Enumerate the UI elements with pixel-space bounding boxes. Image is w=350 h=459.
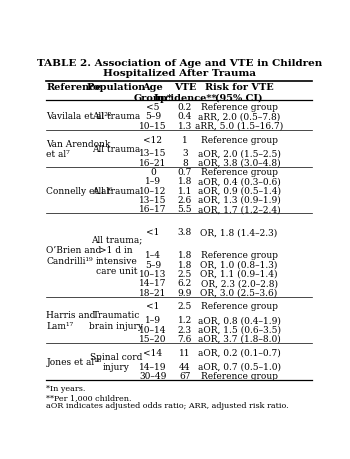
- Text: Reference: Reference: [47, 83, 102, 92]
- Text: 1.8: 1.8: [177, 177, 192, 186]
- Text: aOR, 0.7 (0.5–1.0): aOR, 0.7 (0.5–1.0): [197, 362, 281, 371]
- Text: Traumatic
brain injury: Traumatic brain injury: [89, 310, 143, 330]
- Text: Vavilala et al²²: Vavilala et al²²: [47, 112, 112, 121]
- Text: O’Brien and
Candrilli¹⁹: O’Brien and Candrilli¹⁹: [47, 246, 102, 265]
- Text: 5.5: 5.5: [177, 205, 192, 213]
- Text: 1–9: 1–9: [145, 177, 161, 186]
- Text: **Per 1,000 children.: **Per 1,000 children.: [47, 393, 132, 401]
- Text: aOR indicates adjusted odds ratio; ARR, adjusted risk ratio.: aOR indicates adjusted odds ratio; ARR, …: [47, 402, 289, 409]
- Text: <1: <1: [146, 228, 160, 237]
- Text: 1.8: 1.8: [177, 251, 192, 260]
- Text: 3.8: 3.8: [178, 228, 192, 237]
- Text: Reference group: Reference group: [201, 168, 278, 177]
- Text: Connelly et al⁶: Connelly et al⁶: [47, 186, 113, 195]
- Text: <1: <1: [146, 302, 160, 311]
- Text: Age
Group*: Age Group*: [133, 83, 172, 102]
- Text: 10–14: 10–14: [139, 325, 167, 334]
- Text: 1–4: 1–4: [145, 251, 161, 260]
- Text: Reference group: Reference group: [201, 135, 278, 144]
- Text: 8: 8: [182, 158, 188, 168]
- Text: Van Arendonk
et al⁷: Van Arendonk et al⁷: [47, 140, 111, 159]
- Text: 5–9: 5–9: [145, 112, 161, 121]
- Text: 1.3: 1.3: [178, 122, 192, 130]
- Text: aOR, 1.5 (0.6–3.5): aOR, 1.5 (0.6–3.5): [197, 325, 281, 334]
- Text: VTE
Incidence**: VTE Incidence**: [153, 83, 217, 102]
- Text: aRR, 2.0 (0.5–7.8): aRR, 2.0 (0.5–7.8): [198, 112, 280, 121]
- Text: OR, 1.8 (1.4–2.3): OR, 1.8 (1.4–2.3): [201, 228, 278, 237]
- Text: 11: 11: [179, 348, 190, 357]
- Text: Reference group: Reference group: [201, 103, 278, 112]
- Text: All trauma: All trauma: [92, 112, 140, 121]
- Text: 10–12: 10–12: [139, 186, 167, 195]
- Text: 14–17: 14–17: [139, 279, 167, 288]
- Text: 16–17: 16–17: [139, 205, 167, 213]
- Text: 7.6: 7.6: [177, 334, 192, 343]
- Text: 3: 3: [182, 149, 188, 158]
- Text: Population: Population: [87, 83, 146, 92]
- Text: aOR, 1.7 (1.2–2.4): aOR, 1.7 (1.2–2.4): [198, 205, 280, 213]
- Text: 13–15: 13–15: [139, 149, 167, 158]
- Text: 0.2: 0.2: [178, 103, 192, 112]
- Text: 44: 44: [179, 362, 190, 371]
- Text: aOR, 0.2 (0.1–0.7): aOR, 0.2 (0.1–0.7): [198, 348, 280, 357]
- Text: 67: 67: [179, 371, 190, 380]
- Text: Risk for VTE
(95% CI): Risk for VTE (95% CI): [205, 83, 273, 102]
- Text: 5–9: 5–9: [145, 260, 161, 269]
- Text: <14: <14: [144, 348, 162, 357]
- Text: 0.7: 0.7: [177, 168, 192, 177]
- Text: 2.5: 2.5: [177, 269, 192, 278]
- Text: aOR, 0.9 (0.5–1.4): aOR, 0.9 (0.5–1.4): [197, 186, 281, 195]
- Text: 1: 1: [182, 135, 188, 144]
- Text: 14–19: 14–19: [139, 362, 167, 371]
- Text: aOR, 3.7 (1.8–8.0): aOR, 3.7 (1.8–8.0): [198, 334, 280, 343]
- Text: aOR, 0.8 (0.4–1.9): aOR, 0.8 (0.4–1.9): [198, 316, 280, 325]
- Text: <12: <12: [144, 135, 162, 144]
- Text: 0.4: 0.4: [177, 112, 192, 121]
- Text: 2.3: 2.3: [178, 325, 192, 334]
- Text: aOR, 2.0 (1.5–2.5): aOR, 2.0 (1.5–2.5): [198, 149, 280, 158]
- Text: 15–20: 15–20: [139, 334, 167, 343]
- Text: aOR, 1.3 (0.9–1.9): aOR, 1.3 (0.9–1.9): [198, 196, 280, 204]
- Text: 1.8: 1.8: [177, 260, 192, 269]
- Text: OR, 1.0 (0.8–1.3): OR, 1.0 (0.8–1.3): [200, 260, 278, 269]
- Text: All trauma: All trauma: [92, 186, 140, 195]
- Text: Reference group: Reference group: [201, 302, 278, 311]
- Text: 18–21: 18–21: [139, 288, 167, 297]
- Text: Spinal cord
injury: Spinal cord injury: [90, 352, 142, 371]
- Text: 2.5: 2.5: [177, 302, 192, 311]
- Text: aRR, 5.0 (1.5–16.7): aRR, 5.0 (1.5–16.7): [195, 122, 283, 130]
- Text: 2.6: 2.6: [178, 196, 192, 204]
- Text: All trauma;
>1 d in
intensive
care unit: All trauma; >1 d in intensive care unit: [91, 235, 142, 275]
- Text: <5: <5: [146, 103, 160, 112]
- Text: 10–13: 10–13: [139, 269, 167, 278]
- Text: 6.2: 6.2: [178, 279, 192, 288]
- Text: Harris and
Lam¹⁷: Harris and Lam¹⁷: [47, 310, 96, 330]
- Text: OR, 3.0 (2.5–3.6): OR, 3.0 (2.5–3.6): [201, 288, 278, 297]
- Text: 13–15: 13–15: [139, 196, 167, 204]
- Text: TABLE 2. Association of Age and VTE in Children
Hospitalized After Trauma: TABLE 2. Association of Age and VTE in C…: [37, 59, 322, 78]
- Text: 0: 0: [150, 168, 156, 177]
- Text: aOR, 0.4 (0.3–0.6): aOR, 0.4 (0.3–0.6): [198, 177, 280, 186]
- Text: OR, 2.3 (2.0–2.8): OR, 2.3 (2.0–2.8): [201, 279, 278, 288]
- Text: Jones et al¹⁸: Jones et al¹⁸: [47, 357, 102, 366]
- Text: 9.9: 9.9: [177, 288, 192, 297]
- Text: 1–9: 1–9: [145, 316, 161, 325]
- Text: OR, 1.1 (0.9–1.4): OR, 1.1 (0.9–1.4): [200, 269, 278, 278]
- Text: 1.2: 1.2: [178, 316, 192, 325]
- Text: *In years.: *In years.: [47, 385, 86, 392]
- Text: aOR, 3.8 (3.0–4.8): aOR, 3.8 (3.0–4.8): [198, 158, 280, 168]
- Text: 16–21: 16–21: [139, 158, 167, 168]
- Text: All trauma: All trauma: [92, 145, 140, 153]
- Text: 30–49: 30–49: [139, 371, 167, 380]
- Text: Reference group: Reference group: [201, 371, 278, 380]
- Text: Reference group: Reference group: [201, 251, 278, 260]
- Text: 10–15: 10–15: [139, 122, 167, 130]
- Text: 1.1: 1.1: [177, 186, 192, 195]
